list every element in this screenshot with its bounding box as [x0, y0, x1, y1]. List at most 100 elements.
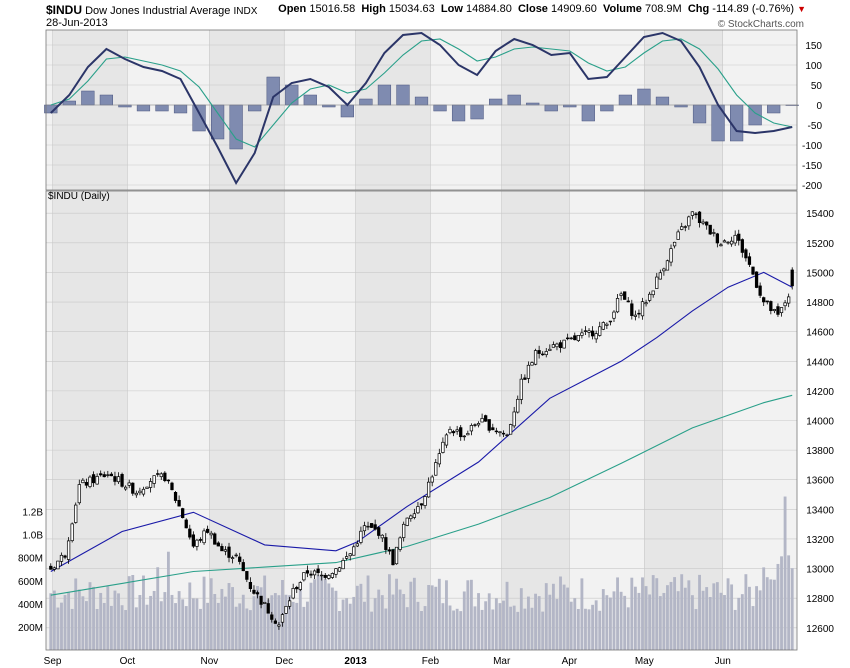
candle-body [505, 434, 509, 437]
candle-body [605, 323, 609, 326]
candle-body [548, 348, 552, 351]
volume-bar [633, 586, 637, 650]
price-panel-frame [45, 190, 798, 651]
symbol: $INDU [46, 3, 83, 17]
macd-histogram-bar [136, 104, 151, 112]
price-tick-label: 12800 [806, 594, 834, 605]
candle-body [188, 528, 192, 538]
macd-tick-label: -50 [808, 121, 823, 132]
macd-tick-label: -200 [802, 181, 822, 192]
price-tick-label: 15000 [806, 268, 834, 279]
volume-bar [630, 577, 634, 650]
candle-body [377, 527, 381, 536]
volume-bar [149, 595, 153, 650]
volume-tick-label: 1.2B [22, 508, 43, 519]
volume-bar [220, 588, 224, 650]
macd-tick-label: -100 [802, 141, 822, 152]
macd-histogram-bar [767, 104, 781, 114]
candle-body [355, 543, 359, 547]
volume-bar [598, 610, 602, 650]
candle-body [369, 523, 374, 528]
volume-tick-label: 800M [18, 554, 43, 565]
volume-bar [562, 584, 566, 650]
candle-body [626, 300, 630, 303]
candle-body [630, 303, 634, 316]
macd-histogram-bar [563, 104, 577, 108]
volume-bar [288, 595, 292, 650]
candle-body [241, 562, 245, 572]
volume-bar [259, 587, 263, 650]
volume-bar [127, 576, 131, 650]
volume-bar [591, 604, 595, 650]
volume-bar [359, 583, 363, 650]
candle-body [733, 234, 737, 244]
month-label: Dec [275, 656, 293, 667]
volume-bar [762, 567, 766, 650]
candle-body [205, 528, 210, 533]
candle-body [776, 306, 780, 315]
candle-body [690, 211, 695, 216]
candle-body [270, 614, 274, 620]
macd-histogram-bar [489, 98, 503, 106]
candle-body [316, 568, 320, 573]
volume-bar [245, 608, 249, 650]
volume-bar [373, 598, 377, 650]
candle-body [163, 472, 167, 481]
volume-bar [448, 605, 452, 650]
candle-body [633, 314, 638, 317]
volume-bar [648, 594, 652, 650]
volume-bar [402, 594, 406, 650]
candle-body [601, 322, 605, 330]
candle-body [526, 364, 531, 379]
volume-bar [573, 598, 577, 650]
candle-body [469, 425, 474, 432]
volume-bar [487, 593, 491, 650]
price-tick-label: 14400 [806, 357, 834, 368]
volume-bar [744, 574, 748, 650]
volume-bar [412, 577, 416, 650]
candle-body [587, 330, 591, 333]
volume-bar [163, 592, 167, 650]
volume-bar [181, 599, 185, 650]
candle-body [56, 560, 60, 570]
candle-body [576, 334, 580, 341]
volume-bar [159, 601, 163, 650]
candle-body [758, 285, 762, 296]
price-tick-label: 13600 [806, 476, 834, 487]
volume-bar [658, 596, 662, 650]
macd-histogram-bar [637, 88, 651, 106]
candle-body [380, 534, 384, 539]
candle-body [238, 556, 242, 562]
candle-body [541, 353, 545, 356]
macd-histogram-bar [470, 104, 484, 120]
candle-body [426, 481, 431, 498]
volume-bar [772, 579, 776, 650]
volume-bar [466, 580, 470, 650]
candle-body [498, 431, 502, 434]
volume-bar [626, 607, 630, 650]
volume-bar [516, 611, 520, 650]
candle-body [569, 337, 573, 340]
volume-bar [740, 594, 744, 650]
volume-bar [145, 604, 149, 650]
macd-histogram-bar [118, 104, 132, 108]
candle-body [648, 293, 652, 301]
candle-body [701, 221, 705, 224]
high-value: 15034.63 [388, 3, 435, 15]
candle-body [566, 337, 570, 340]
volume-bar [769, 579, 773, 650]
candle-body [644, 302, 648, 305]
candle-body [263, 601, 267, 604]
candle-body [198, 539, 203, 541]
candle-body [787, 296, 791, 304]
volume-bar [455, 608, 459, 650]
volume-bar [765, 577, 769, 650]
volume-bar [551, 583, 555, 650]
macd-histogram-bar [248, 104, 262, 112]
volume-bar [480, 609, 484, 650]
candle-body [359, 530, 363, 543]
price-tick-label: 15400 [806, 209, 834, 220]
candle-body [156, 473, 160, 475]
candle-body [737, 233, 741, 241]
macd-tick-label: 50 [811, 81, 823, 92]
